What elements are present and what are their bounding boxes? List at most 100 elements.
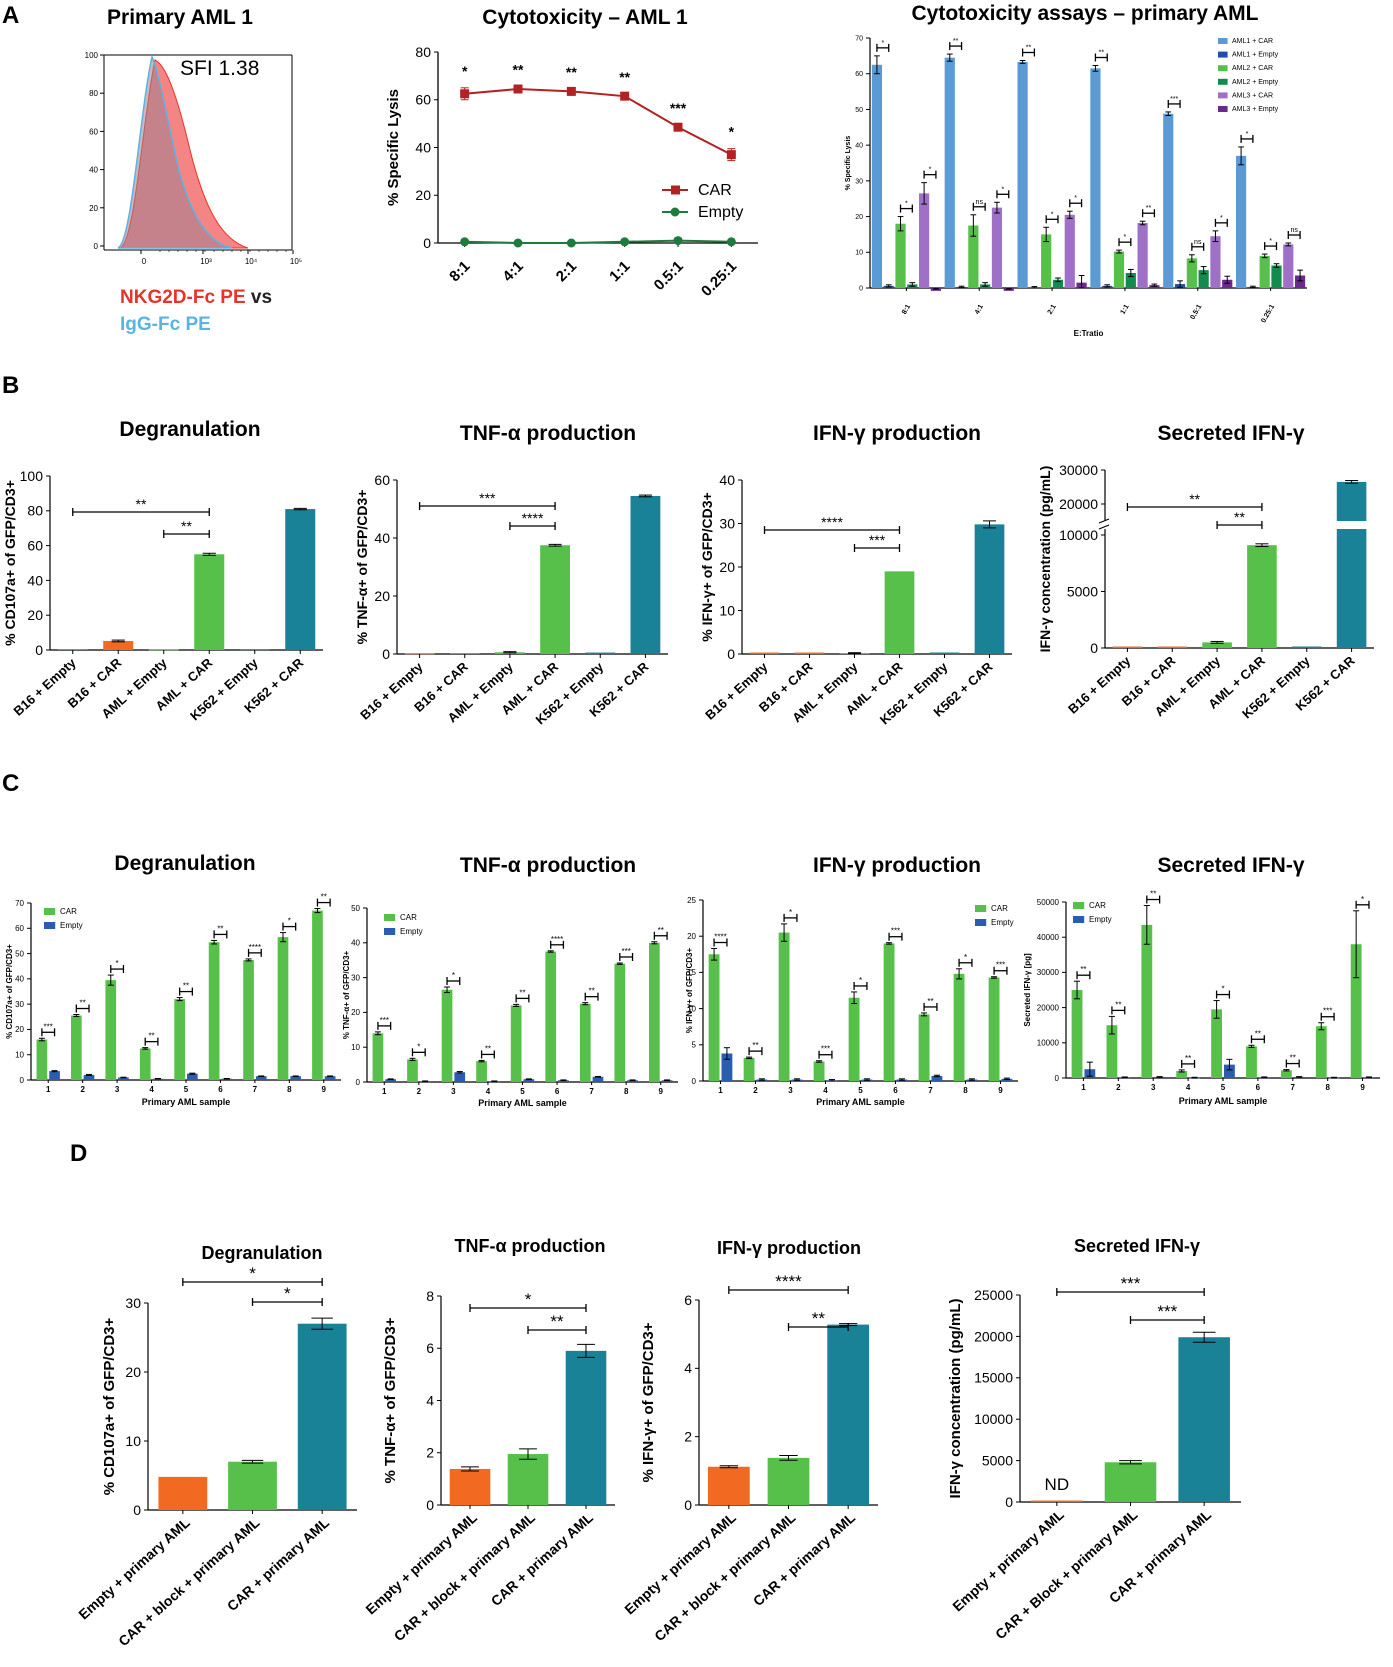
d_ifn-ytick-label: 2 [684,1429,692,1445]
c_tnf-legend-label: Empty [400,927,423,936]
histogram-ytick-label: 40 [89,166,98,175]
d_sec-ytick-label: 15000 [974,1370,1013,1386]
a_cyto-sig-bracket-label: * [1074,195,1077,202]
c_ifn-bar [988,977,1000,1081]
c_sec-ytick-label: 50000 [1037,898,1060,907]
a_cyto-bar [1283,244,1294,288]
panel-letter-a: A [2,2,20,29]
a_cyto-legend-swatch [1218,92,1228,99]
a_cyto-ytick-label: 10 [855,250,863,257]
c_tnf-category-label: 4 [486,1087,491,1096]
c_sec-category-label: 3 [1151,1083,1156,1092]
b-ifn-title: IFN-γ production [813,422,981,445]
c_degran-bar [49,1071,60,1080]
c_tnf-category-label: 5 [520,1087,525,1096]
b_sec-axis-break-gap [1102,521,1110,529]
a_cyto-bar [919,193,930,288]
a_line-point [726,237,736,247]
c_sec-category-label: 7 [1291,1083,1296,1092]
c_degran-category-label: 2 [80,1085,85,1094]
c_degran-ytick-label: 60 [15,924,24,933]
c_sec-sig-bracket-label: ** [1255,1029,1261,1038]
histogram-ytick-label: 20 [89,204,98,213]
a_line-point [460,237,470,247]
c_ifn-sig-bracket-label: **** [714,933,726,942]
b_sec-ytick-label: 5000 [1067,583,1098,599]
a_cyto-sig-bracket-label: * [1220,215,1223,222]
c_sec-legend-swatch [1073,902,1085,909]
c_degran-ytick-label: 30 [15,1000,24,1009]
c_ifn-bar [778,932,790,1081]
c_degran-category-label: 1 [46,1085,51,1094]
c_tnf-sig-bracket-label: *** [380,1016,389,1025]
c_degran-bar [83,1074,95,1080]
c_degran-sig-bracket-label: ** [217,924,223,933]
a_line-legend-marker [671,185,680,195]
c_ifn-category-label: 9 [998,1086,1003,1095]
c_degran-category-label: 5 [184,1085,189,1094]
a_cyto-bar [895,223,906,288]
a_line-sig-label: ** [566,64,577,80]
a_cyto-bar [1210,236,1221,288]
c_ifn-sig-bracket-label: ** [752,1041,758,1050]
b_tnf-sig-bracket-label: *** [479,490,496,506]
d_tnf-category-label: CAR + primary AML [488,1509,597,1609]
c_degran-sig-bracket-label: * [288,917,291,926]
c_tnf-category-label: 8 [624,1087,629,1096]
b_degran-bar [103,640,134,650]
a_line-category-label: 0.25:1 [698,258,740,300]
c_ifn-bar [931,1075,943,1081]
c_tnf-ytick-label: 40 [351,939,360,948]
c_ifn-bar [848,997,860,1081]
a_line-point [673,122,683,132]
a_line-point [460,89,470,99]
c_ifn-category-label: 7 [928,1086,933,1095]
histogram-ytick-label: 0 [94,242,99,251]
c_degran-ytick-label: 10 [15,1051,24,1060]
d_degran-bar [158,1476,208,1510]
d_ifn-ytick-label: 6 [684,1292,692,1308]
a_cyto-ytick-label: 40 [855,143,863,150]
c_ifn-y-label: % IFN-γ+ of GFP/CD3+ [685,948,694,1034]
c_ifn-bar [953,973,965,1081]
c_degran-category-label: 3 [115,1085,120,1094]
c_degran-bar [187,1073,198,1080]
c_sec-bar [1246,1046,1257,1078]
c_sec-legend-label: Empty [1089,915,1112,924]
cytotox-bar-title: Cytotoxicity assays – primary AML [911,2,1259,25]
d_tnf-ytick-label: 6 [426,1340,434,1356]
a_cyto-x-label: E:Tratio [1074,329,1104,338]
c_ifn-legend-label: Empty [991,918,1014,927]
b_sec-sig-bracket-label: ** [1189,491,1200,507]
c_sec-ytick-label: 0 [1055,1074,1060,1083]
c_degran-bar [324,1076,336,1080]
c_degran-category-label: 9 [322,1085,327,1094]
a_cyto-bar [1041,234,1052,288]
panel-letter-b: B [2,372,20,399]
c_sec-sig-bracket-label: ** [1290,1054,1296,1063]
c-degran-title: Degranulation [114,852,256,875]
c_degran-bar [277,937,289,1080]
c_degran-sig-bracket-label: ** [183,982,189,991]
c_sec-sig-bracket-label: * [1221,985,1224,994]
a_cyto-bar [1163,113,1174,288]
a_cyto-bar [1137,223,1148,288]
b_degran-bar [194,554,225,650]
c_sec-sig-bracket-label: ** [1115,1000,1121,1009]
a_line-point [513,238,523,248]
c_tnf-sig-bracket-label: ** [658,926,664,935]
c_tnf-category-label: 3 [451,1087,456,1096]
a_line-category-label: 2:1 [553,258,580,285]
a_cyto-legend-swatch [1218,65,1228,72]
d_ifn-sig-bracket-label: ** [812,1309,826,1328]
a_cyto-sig-bracket-label: * [1001,186,1004,193]
d_ifn-ytick-label: 0 [684,1497,692,1513]
c_sec-ytick-label: 10000 [1037,1039,1060,1048]
d_tnf-ytick-label: 2 [426,1445,434,1461]
c_ifn-sig-bracket-label: * [859,976,862,985]
c_sec-bar [1280,1070,1292,1078]
c_degran-bar [105,980,117,1080]
b_degran-ytick-label: 40 [27,572,43,588]
c_degran-bar [70,1015,82,1080]
d_tnf-bar [449,1468,491,1505]
